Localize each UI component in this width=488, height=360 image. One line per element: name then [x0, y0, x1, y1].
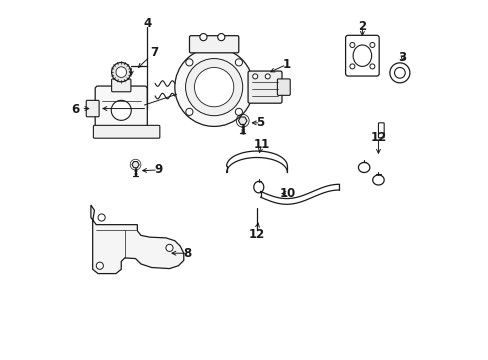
Circle shape — [252, 74, 257, 79]
Circle shape — [98, 214, 105, 221]
Circle shape — [200, 33, 206, 41]
Circle shape — [235, 108, 242, 116]
Circle shape — [369, 42, 374, 48]
Circle shape — [264, 74, 270, 79]
Circle shape — [116, 67, 126, 77]
Circle shape — [111, 63, 131, 82]
Circle shape — [194, 67, 233, 107]
Circle shape — [185, 59, 242, 116]
Text: 2: 2 — [358, 20, 366, 33]
Circle shape — [349, 42, 354, 48]
Circle shape — [235, 59, 242, 66]
FancyBboxPatch shape — [189, 36, 238, 53]
Circle shape — [394, 67, 405, 78]
FancyBboxPatch shape — [93, 125, 160, 138]
FancyBboxPatch shape — [378, 123, 384, 138]
Text: 12: 12 — [248, 228, 264, 241]
Text: 12: 12 — [369, 131, 386, 144]
Text: 10: 10 — [280, 187, 296, 200]
Circle shape — [185, 59, 193, 66]
Circle shape — [96, 262, 103, 269]
Circle shape — [369, 64, 374, 69]
Circle shape — [185, 108, 193, 116]
Circle shape — [217, 33, 224, 41]
Circle shape — [165, 244, 173, 251]
FancyBboxPatch shape — [95, 86, 147, 131]
FancyBboxPatch shape — [86, 100, 99, 117]
FancyBboxPatch shape — [111, 79, 131, 92]
FancyBboxPatch shape — [345, 35, 378, 76]
Text: 9: 9 — [154, 163, 162, 176]
Circle shape — [349, 64, 354, 69]
Polygon shape — [91, 205, 183, 274]
Ellipse shape — [352, 45, 371, 66]
Text: 1: 1 — [282, 58, 290, 71]
Text: 11: 11 — [253, 138, 269, 151]
Text: 7: 7 — [150, 46, 158, 59]
FancyBboxPatch shape — [277, 79, 290, 95]
Text: 3: 3 — [398, 51, 406, 64]
Circle shape — [175, 48, 253, 126]
FancyBboxPatch shape — [247, 71, 282, 103]
Text: 8: 8 — [183, 247, 191, 260]
Text: 4: 4 — [143, 17, 151, 30]
Circle shape — [111, 100, 131, 120]
Text: 5: 5 — [256, 116, 264, 129]
Text: 6: 6 — [71, 103, 80, 116]
Circle shape — [389, 63, 409, 83]
